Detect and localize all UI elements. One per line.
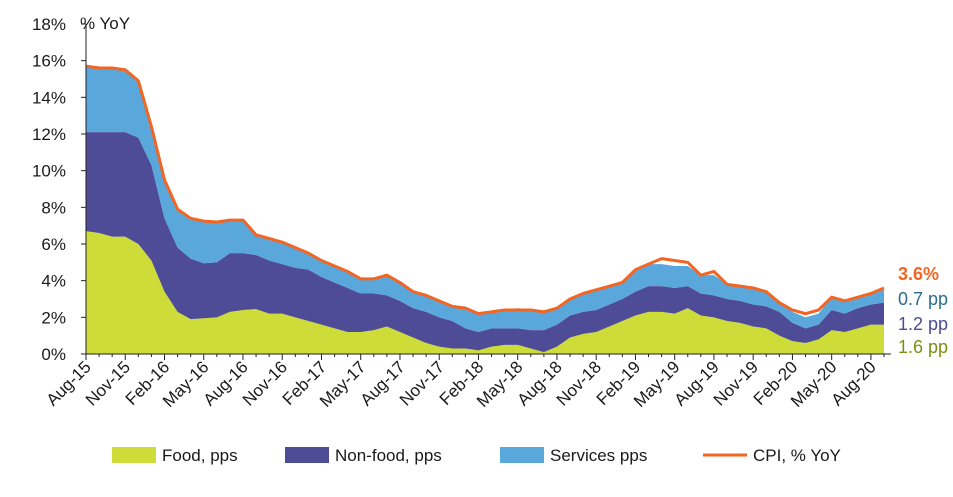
end-labels: 3.6% 0.7 pp 1.2 pp 1.6 pp bbox=[898, 264, 948, 357]
area-food-pps bbox=[86, 231, 884, 354]
areas-layer bbox=[86, 66, 884, 354]
y-tick-label: 6% bbox=[41, 235, 66, 254]
legend-label: CPI, % YoY bbox=[753, 446, 841, 465]
cpi-line bbox=[85, 64, 885, 316]
y-tick-label: 12% bbox=[32, 125, 66, 144]
legend-swatch bbox=[500, 447, 544, 463]
legend-label: Non-food, pps bbox=[335, 446, 442, 465]
legend-label: Food, pps bbox=[162, 446, 238, 465]
end-label: 1.2 pp bbox=[898, 314, 948, 334]
area-non-food-pps bbox=[86, 132, 884, 353]
x-tick-label: Nov-15 bbox=[82, 357, 134, 409]
legend-swatch bbox=[112, 447, 156, 463]
unit-label: % YoY bbox=[80, 14, 130, 33]
y-tick-label: 10% bbox=[32, 162, 66, 181]
x-tick-label: Aug-20 bbox=[828, 357, 880, 409]
legend-swatch bbox=[285, 447, 329, 463]
x-tick-label: Nov-19 bbox=[710, 357, 762, 409]
x-tick-label: Nov-17 bbox=[396, 357, 448, 409]
x-tick-labels: Aug-15Nov-15Feb-16May-16Aug-16Nov-16Feb-… bbox=[43, 354, 885, 411]
y-tick-label: 14% bbox=[32, 88, 66, 107]
x-tick-label: Nov-16 bbox=[239, 357, 291, 409]
end-label: 1.6 pp bbox=[898, 337, 948, 357]
x-tick-label: Nov-18 bbox=[553, 357, 605, 409]
y-tick-label: 16% bbox=[32, 52, 66, 71]
y-tick-label: 2% bbox=[41, 308, 66, 327]
y-tick-label: 4% bbox=[41, 272, 66, 291]
y-tick-labels: 0% 2% 4% 6% 8% 10% 12% 14% 16% 18% bbox=[32, 15, 86, 364]
line-layer bbox=[85, 64, 885, 316]
end-label: 3.6% bbox=[898, 264, 939, 284]
axis-layer bbox=[85, 24, 891, 355]
end-label: 0.7 pp bbox=[898, 289, 948, 309]
legend-label: Services pps bbox=[550, 446, 647, 465]
y-tick-label: 18% bbox=[32, 15, 66, 34]
y-tick-label: 8% bbox=[41, 198, 66, 217]
y-tick-label: 0% bbox=[41, 345, 66, 364]
legend: Food, pps Non-food, pps Services pps CPI, %… bbox=[112, 446, 841, 465]
